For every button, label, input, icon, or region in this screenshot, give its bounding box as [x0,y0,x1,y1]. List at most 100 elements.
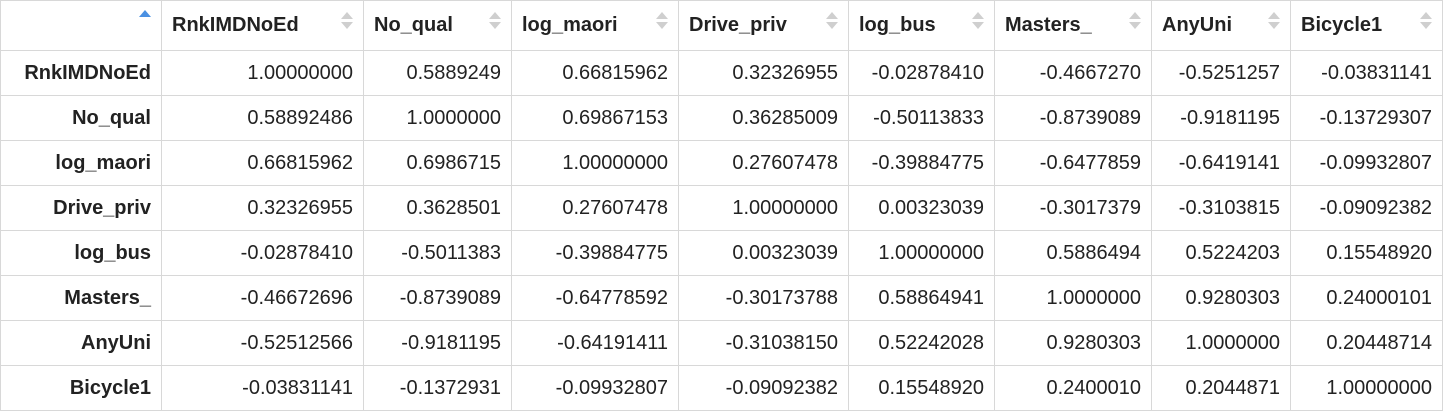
table-cell: -0.03831141 [161,365,364,411]
column-header-label: log_bus [859,14,936,36]
table-cell: -0.09932807 [1290,140,1443,186]
table-cell: -0.50113833 [848,95,995,141]
table-cell: 0.66815962 [161,140,364,186]
column-header-no_qual[interactable]: No_qual [363,0,512,51]
table-cell: 0.69867153 [511,95,679,141]
column-header-label: Drive_priv [689,14,787,36]
column-header-label: log_maori [522,14,618,36]
table-cell: 0.36285009 [678,95,849,141]
column-header-label: Bicycle1 [1301,14,1383,36]
table-cell: 1.0000000 [994,275,1152,321]
row-label: Bicycle1 [0,365,162,411]
column-header-label: AnyUni [1162,14,1232,36]
table-cell: 1.00000000 [511,140,679,186]
row-label: AnyUni [0,320,162,366]
table-row: log_bus -0.02878410 -0.5011383 -0.39884775 0… [0,230,1443,276]
sort-ascending-icon[interactable] [139,8,153,32]
sort-icon[interactable] [1129,10,1143,34]
column-header-label: No_qual [374,14,453,36]
table-cell: -0.02878410 [848,50,995,96]
header-row: RnkIMDNoEd No_qual log_maori Drive_priv log_… [0,0,1443,51]
table-cell: 0.6986715 [363,140,512,186]
row-label: Drive_priv [0,185,162,231]
table-cell: 1.00000000 [1290,365,1443,411]
table-body: RnkIMDNoEd 1.00000000 0.5889249 0.66815962 0… [0,50,1443,411]
table-cell: -0.03831141 [1290,50,1443,96]
table-cell: 0.5224203 [1151,230,1291,276]
table-cell: -0.5011383 [363,230,512,276]
table-cell: 0.5889249 [363,50,512,96]
table-cell: -0.3017379 [994,185,1152,231]
table-cell: -0.39884775 [511,230,679,276]
table-cell: 0.9280303 [994,320,1152,366]
table-cell: 0.5886494 [994,230,1152,276]
table-cell: 0.58864941 [848,275,995,321]
table-row: log_maori 0.66815962 0.6986715 1.00000000 0.… [0,140,1443,186]
table-cell: 0.15548920 [1290,230,1443,276]
column-header-label: RnkIMDNoEd [172,14,299,36]
sort-icon[interactable] [1268,10,1282,34]
table-row: No_qual 0.58892486 1.0000000 0.69867153 0.36… [0,95,1443,141]
table-cell: -0.6477859 [994,140,1152,186]
table-cell: -0.39884775 [848,140,995,186]
column-header-masters_[interactable]: Masters_ [994,0,1152,51]
table-row: Drive_priv 0.32326955 0.3628501 0.27607478 1… [0,185,1443,231]
column-header-label: Masters_ [1005,14,1092,36]
table-cell: 0.9280303 [1151,275,1291,321]
table-cell: -0.3103815 [1151,185,1291,231]
table-cell: -0.8739089 [994,95,1152,141]
table-cell: 1.0000000 [1151,320,1291,366]
column-header-rnkimdnoed[interactable]: RnkIMDNoEd [161,0,364,51]
row-label: log_bus [0,230,162,276]
column-header-bicycle1[interactable]: Bicycle1 [1290,0,1443,51]
table-cell: 0.00323039 [848,185,995,231]
table-cell: 0.52242028 [848,320,995,366]
sort-icon[interactable] [656,10,670,34]
table-cell: -0.64778592 [511,275,679,321]
table-cell: -0.30173788 [678,275,849,321]
row-label: No_qual [0,95,162,141]
table-cell: 0.3628501 [363,185,512,231]
row-index-header[interactable] [0,0,162,51]
sort-icon[interactable] [1420,10,1434,34]
table-cell: 0.24000101 [1290,275,1443,321]
table-cell: 0.27607478 [511,185,679,231]
table-cell: 0.2400010 [994,365,1152,411]
sort-icon[interactable] [972,10,986,34]
sort-icon[interactable] [826,10,840,34]
table-cell: 0.32326955 [161,185,364,231]
table-row: Bicycle1 -0.03831141 -0.1372931 -0.09932807… [0,365,1443,411]
table-cell: 0.32326955 [678,50,849,96]
row-label: log_maori [0,140,162,186]
table-cell: -0.6419141 [1151,140,1291,186]
table-cell: 0.20448714 [1290,320,1443,366]
table-cell: -0.52512566 [161,320,364,366]
table-cell: 1.00000000 [678,185,849,231]
table-cell: -0.09932807 [511,365,679,411]
table-cell: -0.09092382 [678,365,849,411]
column-header-drive_priv[interactable]: Drive_priv [678,0,849,51]
table-cell: 1.00000000 [848,230,995,276]
table-row: AnyUni -0.52512566 -0.9181195 -0.64191411 -0… [0,320,1443,366]
table-cell: -0.13729307 [1290,95,1443,141]
column-header-anyuni[interactable]: AnyUni [1151,0,1291,51]
table-cell: -0.9181195 [363,320,512,366]
sort-icon[interactable] [489,10,503,34]
table-row: RnkIMDNoEd 1.00000000 0.5889249 0.66815962 0… [0,50,1443,96]
table-cell: -0.09092382 [1290,185,1443,231]
sort-icon[interactable] [341,10,355,34]
table-cell: 0.27607478 [678,140,849,186]
table-cell: -0.1372931 [363,365,512,411]
column-header-log_maori[interactable]: log_maori [511,0,679,51]
table-row: Masters_ -0.46672696 -0.8739089 -0.64778592… [0,275,1443,321]
table-cell: 0.2044871 [1151,365,1291,411]
table-cell: -0.8739089 [363,275,512,321]
column-header-log_bus[interactable]: log_bus [848,0,995,51]
table-cell: 1.00000000 [161,50,364,96]
table-cell: -0.46672696 [161,275,364,321]
table-cell: 1.0000000 [363,95,512,141]
table-cell: 0.00323039 [678,230,849,276]
table-cell: 0.66815962 [511,50,679,96]
